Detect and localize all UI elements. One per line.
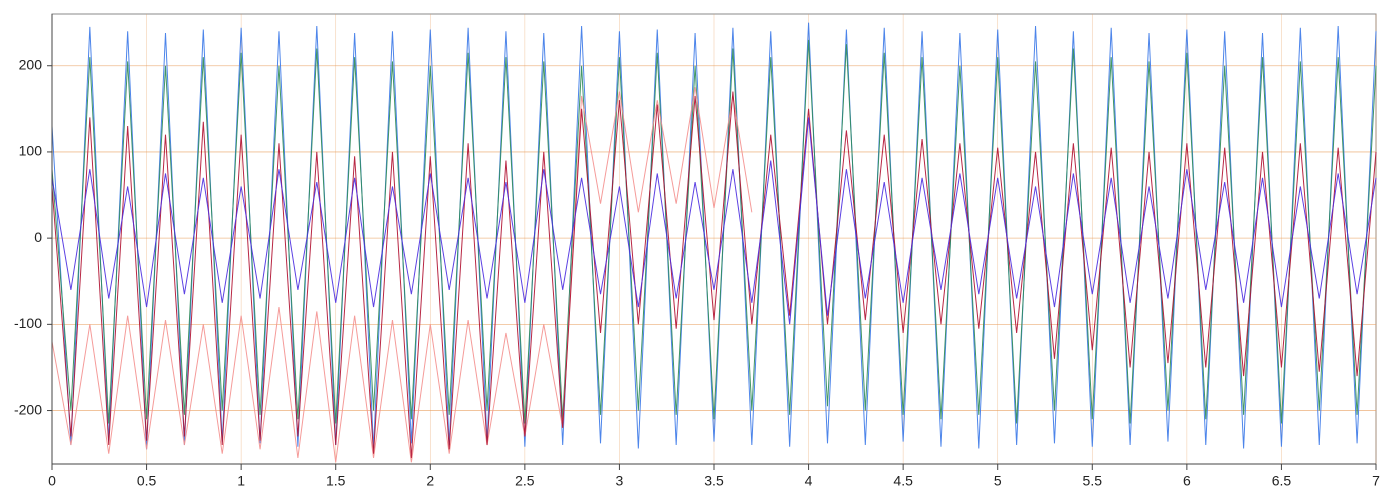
series-lines <box>51 22 1377 463</box>
x-tick-label: 4 <box>805 473 813 489</box>
series-line <box>51 117 1377 325</box>
series-line <box>51 87 753 463</box>
x-tick-label: 6.5 <box>1272 473 1292 489</box>
x-tick-label: 1 <box>237 473 245 489</box>
x-tick-label: 3.5 <box>704 473 724 489</box>
y-tick-label: 100 <box>19 143 43 159</box>
x-tick-label: 3 <box>616 473 624 489</box>
x-tick-label: 7 <box>1372 473 1380 489</box>
y-tick-label: 0 <box>34 229 42 245</box>
x-tick-label: 4.5 <box>893 473 913 489</box>
x-tick-label: 6 <box>1183 473 1191 489</box>
x-tick-label: 0.5 <box>137 473 157 489</box>
y-tick-label: -200 <box>14 401 42 417</box>
grid <box>51 14 1377 464</box>
x-tick-label: 5.5 <box>1083 473 1103 489</box>
x-tick-label: 1.5 <box>326 473 346 489</box>
x-tick-label: 2.5 <box>515 473 535 489</box>
axes: -200 -100 0 100 200 0 0.5 1 1.5 2 2.5 3 3.5 4 4.5 5 5.5 6… <box>14 14 1380 489</box>
x-tick-label: 0 <box>48 473 56 489</box>
x-tick-label: 5 <box>994 473 1002 489</box>
y-tick-label: -100 <box>14 315 42 331</box>
y-tick-label: 200 <box>19 56 43 72</box>
series-line <box>51 39 1377 424</box>
x-tick-label: 2 <box>426 473 434 489</box>
